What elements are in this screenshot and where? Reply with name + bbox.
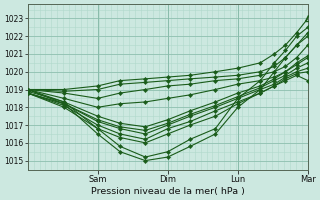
X-axis label: Pression niveau de la mer( hPa ): Pression niveau de la mer( hPa ) — [91, 187, 245, 196]
